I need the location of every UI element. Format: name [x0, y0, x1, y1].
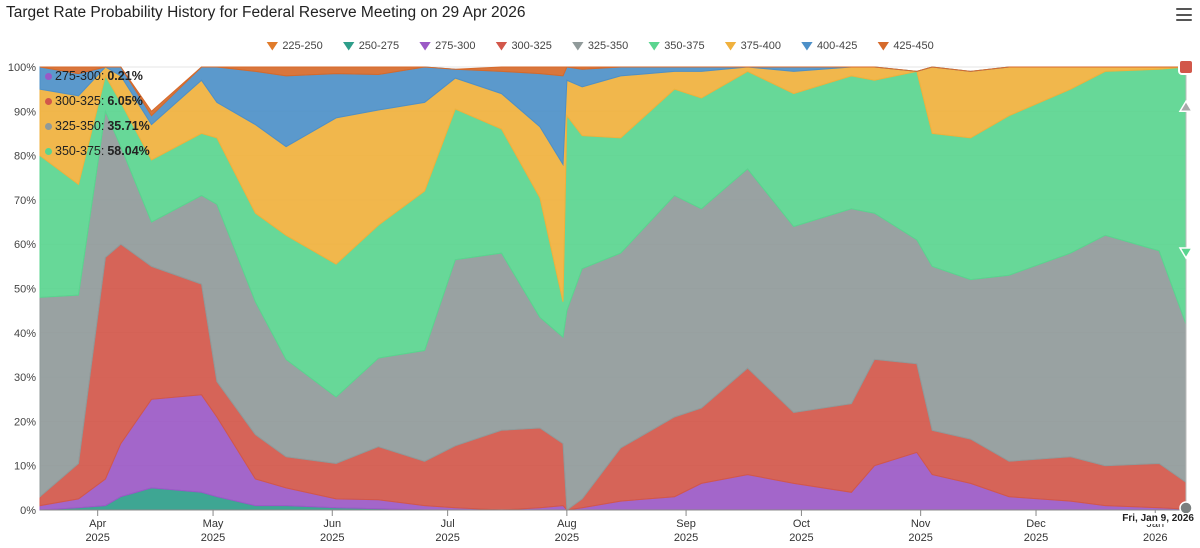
legend-item-325-350[interactable]: 325-350 [571, 40, 629, 52]
x-tick-month: Jun [323, 518, 341, 530]
annotation-dot-icon [45, 97, 52, 105]
x-tick-year: 2025 [555, 532, 579, 544]
annotation-label: 350-375: [55, 144, 105, 158]
annotation-350-375: 350-375: 58.04% [45, 144, 150, 158]
y-axis-ticks: 0% 10% 20% 30% 40% 50% 60% 70% 80% 90% 100% [8, 62, 36, 517]
legend-label: 400-425 [816, 40, 858, 52]
legend-swatch-icon [800, 41, 813, 51]
y-tick-label: 30% [14, 372, 36, 384]
legend-item-250-275[interactable]: 250-275 [342, 40, 400, 52]
tooltip-date: Fri, Jan 9, 2026 [1120, 513, 1196, 524]
legend-swatch-icon [724, 41, 737, 51]
y-tick-label: 40% [14, 328, 36, 340]
annotation-275-300: 275-300: 0.21% [45, 69, 143, 83]
x-tick-month: Apr [89, 518, 106, 530]
legend-label: 250-275 [358, 40, 400, 52]
x-tick-month: Aug [557, 518, 577, 530]
x-tick-year: 2025 [789, 532, 813, 544]
y-tick-label: 0% [20, 505, 36, 517]
x-tick-month: Dec [1026, 518, 1046, 530]
legend-swatch-icon [342, 41, 355, 51]
hamburger-menu-icon[interactable] [1176, 8, 1192, 22]
axes [40, 67, 1187, 511]
y-tick-label: 10% [14, 461, 36, 473]
y-tick-label: 100% [8, 62, 36, 74]
legend-label: 225-250 [282, 40, 323, 52]
marker-300-325 [1178, 59, 1194, 75]
x-tick-month: Oct [793, 518, 810, 530]
x-tick-month: Nov [911, 518, 931, 530]
legend-label: 275-300 [435, 40, 476, 52]
legend-label: 325-350 [587, 40, 629, 52]
area-425-450 [39, 66, 1186, 117]
legend: 225-250 250-275 275-300 300-325 325-350 350-3… [0, 40, 1200, 52]
x-axis-ticks: Apr 2025 May 2025 Jun 2025 Jul 2025 Aug 2025 Sep 20… [85, 510, 1167, 544]
annotation-value: 6.05% [107, 94, 143, 108]
x-tick-year: 2025 [674, 532, 698, 544]
annotation-label: 275-300: [55, 69, 105, 83]
legend-label: 375-400 [740, 40, 781, 52]
y-tick-label: 90% [14, 106, 36, 118]
annotation-value: 35.71% [107, 119, 150, 133]
annotation-dot-icon [45, 147, 52, 155]
legend-swatch-icon [571, 41, 584, 51]
y-tick-label: 70% [14, 195, 36, 207]
marker-325-350 [1178, 99, 1194, 113]
legend-swatch-icon [419, 41, 432, 51]
legend-item-400-425[interactable]: 400-425 [800, 40, 858, 52]
legend-swatch-icon [266, 41, 279, 51]
legend-swatch-icon [495, 41, 508, 51]
legend-item-275-300[interactable]: 275-300 [419, 40, 475, 52]
legend-swatch-icon [648, 41, 661, 51]
x-tick-year: 2025 [1024, 532, 1048, 544]
marker-350-375 [1178, 247, 1194, 260]
x-tick-year: 2025 [320, 532, 344, 544]
annotation-325-350: 325-350: 35.71% [45, 119, 150, 133]
legend-item-375-400[interactable]: 375-400 [724, 40, 781, 52]
x-tick-year: 2025 [435, 532, 459, 544]
x-tick-year: 2026 [1143, 532, 1167, 544]
annotation-label: 300-325: [55, 94, 105, 108]
annotation-dot-icon [45, 122, 52, 130]
annotation-value: 58.04% [107, 144, 150, 158]
x-tick-month: Jul [441, 518, 455, 530]
series-areas [39, 66, 1187, 511]
y-tick-label: 60% [14, 239, 36, 251]
annotation-dot-icon [45, 72, 52, 80]
legend-item-300-325[interactable]: 300-325 [495, 40, 552, 52]
y-tick-label: 80% [14, 151, 36, 163]
x-tick-month: May [203, 518, 224, 530]
x-tick-year: 2025 [201, 532, 225, 544]
annotation-label: 325-350: [55, 119, 105, 133]
y-tick-label: 50% [14, 284, 36, 296]
x-tick-year: 2025 [908, 532, 932, 544]
y-tick-label: 20% [14, 416, 36, 428]
legend-item-350-375[interactable]: 350-375 [648, 40, 705, 52]
x-tick-year: 2025 [85, 532, 109, 544]
legend-item-425-450[interactable]: 425-450 [877, 40, 934, 52]
legend-label: 425-450 [893, 40, 934, 52]
x-tick-month: Sep [676, 518, 696, 530]
annotation-value: 0.21% [107, 69, 143, 83]
end-markers [1178, 59, 1194, 515]
annotation-300-325: 300-325: 6.05% [45, 94, 143, 108]
legend-label: 300-325 [511, 40, 552, 52]
legend-label: 350-375 [664, 40, 705, 52]
legend-item-225-250[interactable]: 225-250 [266, 40, 323, 52]
chart-title: Target Rate Probability History for Fede… [6, 4, 526, 21]
legend-swatch-icon [877, 41, 890, 51]
